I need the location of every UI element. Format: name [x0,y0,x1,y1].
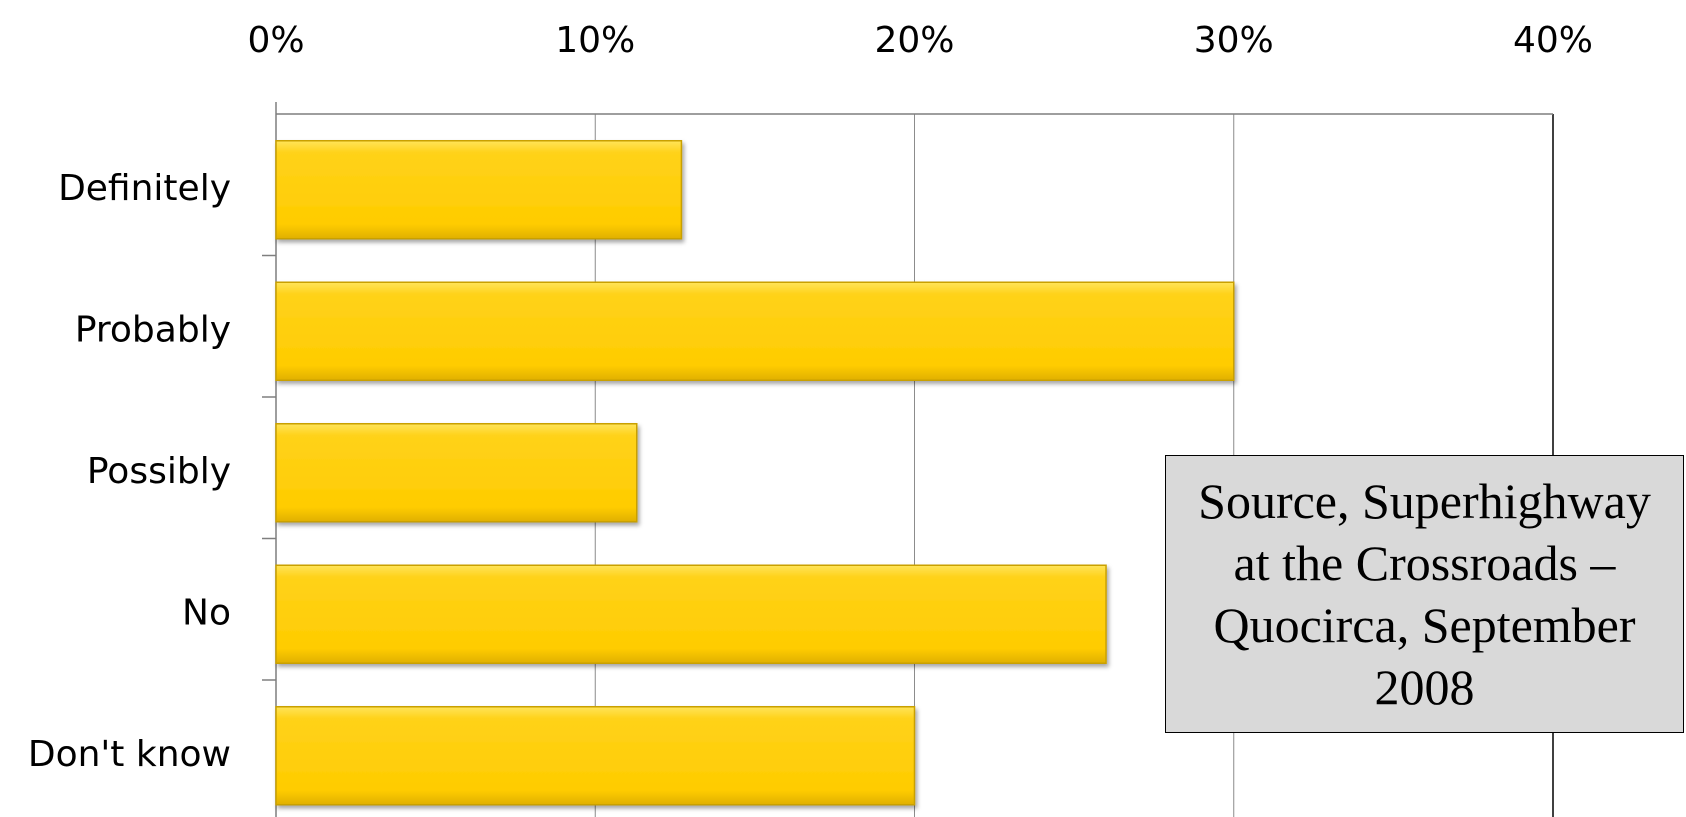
category-label: Probably [75,309,231,350]
category-labels: Definitely Probably Possibly No Don't know [28,168,231,775]
x-tick-label: 10% [555,20,635,61]
source-annotation-box: Source, Superhighway at the Crossroads –… [1165,455,1684,733]
x-tick-label: 0% [247,20,304,61]
x-tick-label: 20% [874,20,954,61]
bars [275,140,1235,806]
category-label: No [182,592,231,633]
bar-probably [275,281,1235,381]
bar-don-t-know [275,706,916,806]
category-label: Don't know [28,734,231,775]
source-annotation-text: Source, Superhighway at the Crossroads –… [1198,473,1651,715]
x-tick-label: 30% [1194,20,1274,61]
category-label: Possibly [87,451,231,492]
bar-no [275,564,1107,664]
x-tick-label: 40% [1513,20,1593,61]
category-label: Definitely [58,168,231,209]
bar-possibly [275,423,638,523]
bar-definitely [275,140,683,240]
x-tick-labels: 0% 10% 20% 30% 40% [247,20,1593,61]
